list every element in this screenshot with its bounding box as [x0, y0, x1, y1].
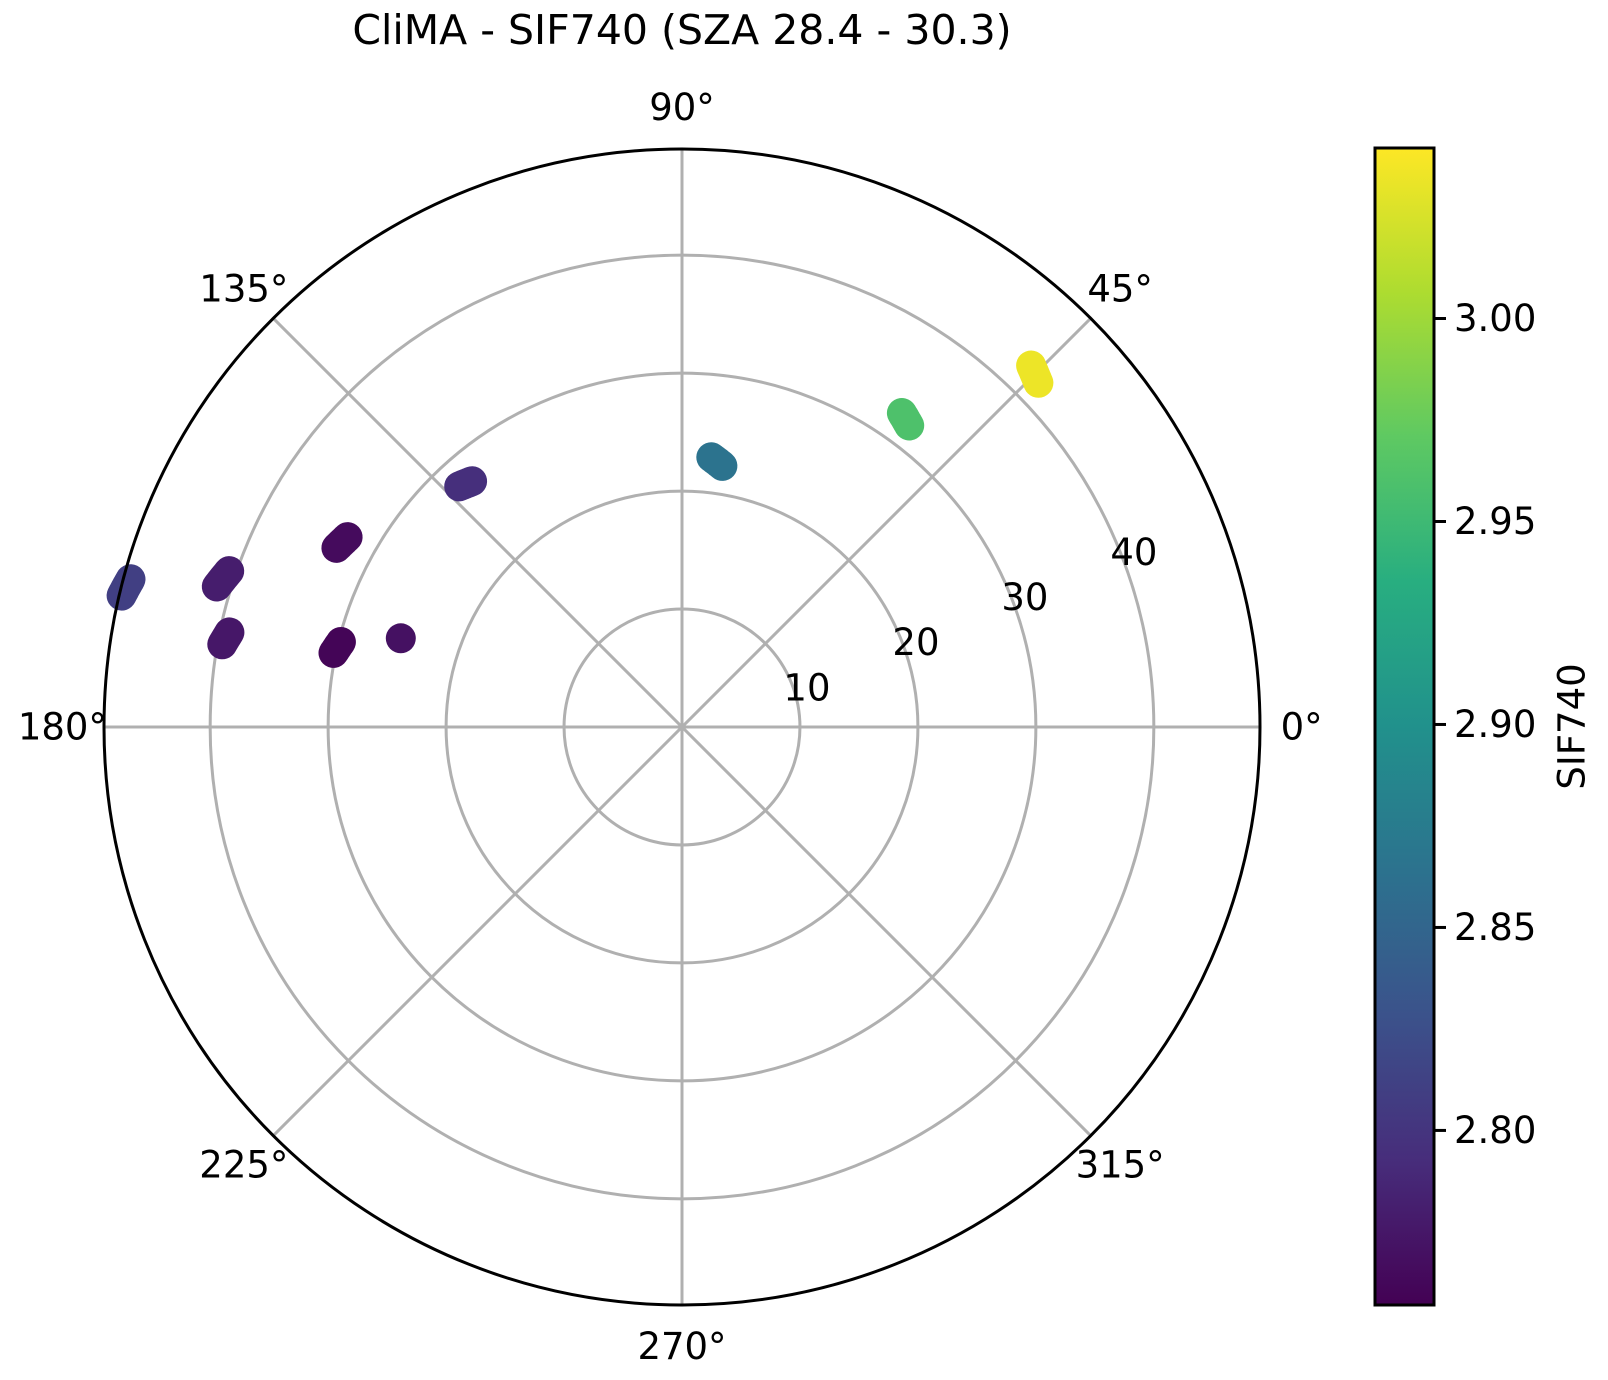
radial-tick-labels: 10 20 30 40 — [783, 531, 1157, 709]
theta-tick-label-135: 135° — [199, 267, 288, 310]
data-point-9 — [886, 398, 925, 441]
data-point-4 — [321, 522, 363, 563]
radial-tick-label-40: 40 — [1110, 531, 1157, 574]
theta-tick-label-225: 225° — [199, 1144, 288, 1187]
colorbar-gradient — [1373, 146, 1436, 1307]
theta-tick-label-315: 315° — [1076, 1144, 1165, 1187]
chart-title: CliMA - SIF740 (SZA 28.4 - 30.3) — [352, 6, 1011, 54]
angular-gridline-135 — [272, 317, 1092, 1137]
theta-tick-label-90: 90° — [649, 86, 715, 129]
data-point-8 — [696, 442, 738, 481]
data-point-7 — [444, 466, 488, 502]
theta-tick-label-45: 45° — [1087, 267, 1153, 310]
polar-grid — [104, 149, 1260, 1305]
data-point-2 — [201, 556, 245, 602]
data-points — [106, 350, 1054, 668]
colorbar-tick-label-2.85: 2.85 — [1454, 906, 1536, 949]
theta-tick-label-0: 0° — [1281, 706, 1323, 749]
radial-tick-label-30: 30 — [1001, 576, 1048, 619]
colorbar-tick-label-3.00: 3.00 — [1454, 297, 1536, 340]
colorbar-tick-label-2.80: 2.80 — [1454, 1109, 1536, 1152]
data-point-5 — [318, 627, 356, 668]
polar-outer-frame — [102, 147, 1262, 1307]
radial-tick-label-20: 20 — [892, 621, 939, 664]
theta-tick-labels: 0° 45° 90° 135° 180° 225° 270° 315° — [18, 86, 1323, 1368]
colorbar-tick-label-2.95: 2.95 — [1454, 500, 1536, 543]
radial-tick-label-10: 10 — [783, 666, 830, 709]
colorbar: 2.80 2.85 2.90 2.95 3.00 SIF740 — [1373, 146, 1594, 1307]
polar-frame — [102, 147, 1262, 1307]
theta-tick-label-180: 180° — [18, 706, 107, 749]
data-point-1 — [106, 564, 146, 611]
theta-tick-label-270: 270° — [637, 1325, 726, 1368]
data-point-10 — [1016, 350, 1054, 398]
colorbar-label: SIF740 — [1551, 663, 1594, 789]
data-point-3 — [207, 617, 245, 660]
colorbar-tick-label-2.90: 2.90 — [1454, 703, 1536, 746]
